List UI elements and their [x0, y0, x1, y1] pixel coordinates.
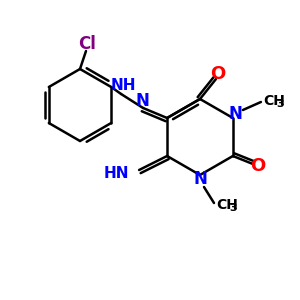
Text: N: N: [135, 92, 149, 110]
Text: Cl: Cl: [78, 35, 96, 53]
Text: 3: 3: [276, 99, 284, 109]
Text: N: N: [193, 170, 207, 188]
Text: 3: 3: [229, 203, 237, 213]
Text: O: O: [250, 157, 266, 175]
Text: NH: NH: [110, 79, 136, 94]
Text: CH: CH: [216, 198, 238, 212]
Text: O: O: [210, 65, 226, 83]
Text: HN: HN: [103, 167, 129, 182]
Text: CH: CH: [263, 94, 285, 108]
Text: N: N: [229, 105, 243, 123]
